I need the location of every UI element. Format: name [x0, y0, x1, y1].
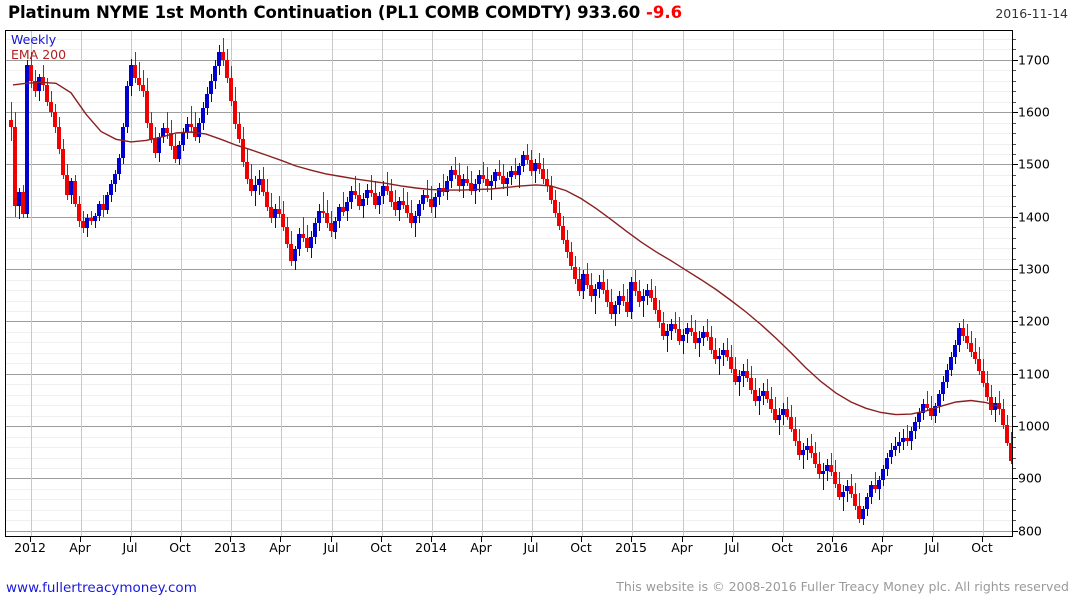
y-axis-tick: 1700 [1018, 52, 1050, 68]
y-axis-tick: 1100 [1018, 366, 1050, 382]
copyright-notice: This website is © 2008-2016 Fuller Treac… [616, 579, 1069, 594]
x-axis-tick: 2014 [415, 540, 447, 555]
gridlines [6, 31, 1012, 536]
x-axis-tick: 2015 [615, 540, 647, 555]
x-axis-tick: Oct [169, 540, 191, 555]
x-axis-tick: Oct [771, 540, 793, 555]
x-axis-tick: Oct [971, 540, 993, 555]
x-axis-tick: Jul [323, 540, 339, 555]
y-axis-tick: 1000 [1018, 418, 1050, 434]
y-axis-tick: 1500 [1018, 156, 1050, 172]
x-axis-tick: Jul [924, 540, 940, 555]
x-axis-tick: Apr [69, 540, 91, 555]
x-axis-tick: Jul [523, 540, 539, 555]
x-axis-tick: 2016 [816, 540, 848, 555]
x-axis-tick: Apr [269, 540, 291, 555]
ema-200-line [12, 81, 1002, 416]
page-title: Platinum NYME 1st Month Continuation (PL… [8, 3, 641, 22]
x-axis-tick: Oct [370, 540, 392, 555]
chart-legend: Weekly EMA 200 [11, 32, 66, 62]
site-url[interactable]: www.fullertreacymoney.com [6, 580, 197, 596]
x-axis-tick: 2012 [14, 540, 46, 555]
x-axis-tick: Jul [122, 540, 138, 555]
y-axis-tick: 1300 [1018, 261, 1050, 277]
y-axis-tick: 800 [1018, 523, 1042, 539]
y-axis-tick: 900 [1018, 470, 1042, 486]
x-axis-tick: Apr [470, 540, 492, 555]
chart-date: 2016-11-14 [995, 6, 1068, 21]
x-axis-tick: Oct [570, 540, 592, 555]
y-axis-tick: 1200 [1018, 313, 1050, 329]
y-axis-tick: 1400 [1018, 209, 1050, 225]
legend-interval: Weekly [11, 32, 57, 47]
x-axis-tick: Apr [671, 540, 693, 555]
price-change: -9.6 [646, 3, 683, 22]
x-axis-tick: Jul [724, 540, 740, 555]
x-axis-tick: Apr [871, 540, 893, 555]
price-series [6, 31, 1012, 536]
chart-plot-area[interactable]: Weekly EMA 200 [5, 30, 1013, 537]
legend-ema-200: EMA 200 [11, 47, 67, 62]
x-axis-tick: 2013 [214, 540, 246, 555]
y-axis-tick: 1600 [1018, 104, 1050, 120]
